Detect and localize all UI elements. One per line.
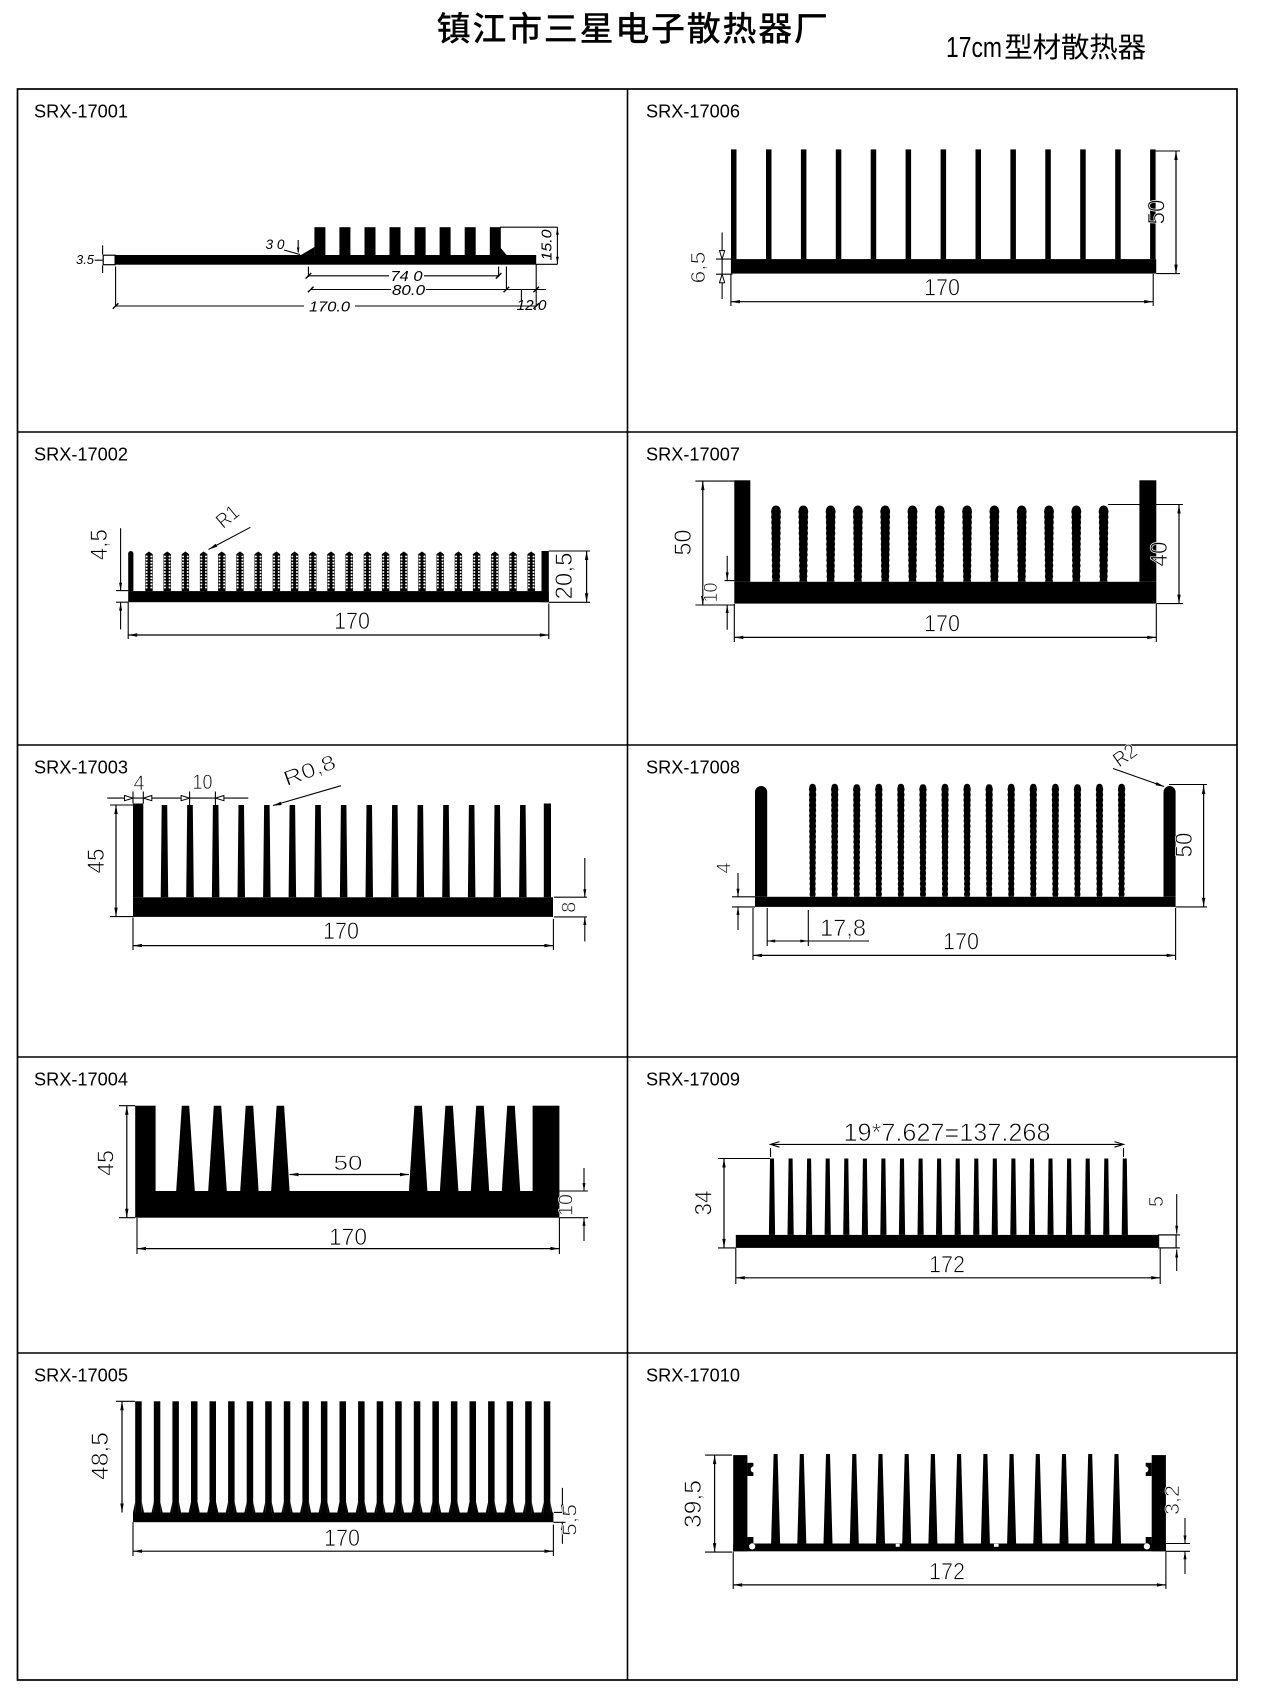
svg-text:170: 170 (334, 608, 370, 635)
svg-text:5,5: 5,5 (560, 1504, 582, 1536)
svg-text:8: 8 (559, 902, 581, 913)
svg-text:3 0: 3 0 (266, 236, 285, 252)
svg-text:17cm: 17cm (946, 32, 1002, 64)
svg-text:17,8: 17,8 (820, 915, 866, 942)
svg-text:SRX-17008: SRX-17008 (646, 756, 740, 777)
svg-text:SRX-17004: SRX-17004 (34, 1068, 128, 1089)
svg-text:6,5: 6,5 (688, 252, 710, 284)
svg-text:40: 40 (1146, 542, 1173, 567)
svg-text:50: 50 (1171, 833, 1198, 858)
svg-text:45: 45 (83, 849, 110, 874)
svg-text:170: 170 (924, 611, 960, 638)
svg-text:170: 170 (943, 929, 979, 956)
svg-text:4: 4 (714, 863, 736, 874)
svg-text:10: 10 (193, 771, 213, 794)
svg-text:45: 45 (93, 1150, 119, 1176)
svg-text:48,5: 48,5 (87, 1432, 114, 1480)
svg-text:50: 50 (670, 530, 697, 556)
svg-text:50: 50 (334, 1152, 363, 1175)
svg-text:SRX-17001: SRX-17001 (34, 100, 128, 121)
svg-text:SRX-17003: SRX-17003 (34, 756, 128, 777)
svg-text:170: 170 (324, 1525, 360, 1552)
svg-text:4,5: 4,5 (86, 529, 113, 560)
svg-text:SRX-17009: SRX-17009 (646, 1068, 740, 1089)
svg-text:172: 172 (929, 1559, 965, 1586)
svg-text:170: 170 (323, 918, 359, 945)
svg-text:172: 172 (929, 1252, 965, 1279)
svg-text:170: 170 (924, 275, 960, 302)
svg-text:4: 4 (134, 772, 145, 795)
svg-text:170: 170 (329, 1224, 367, 1251)
svg-text:50: 50 (1144, 200, 1171, 225)
svg-text:3.5: 3.5 (76, 252, 95, 267)
svg-text:SRX-17006: SRX-17006 (646, 100, 740, 121)
svg-text:SRX-17005: SRX-17005 (34, 1364, 128, 1385)
svg-text:15.0: 15.0 (539, 229, 556, 261)
svg-text:SRX-17010: SRX-17010 (646, 1364, 740, 1385)
svg-text:10: 10 (556, 1194, 578, 1216)
svg-text:20,5: 20,5 (551, 553, 578, 600)
svg-text:SRX-17002: SRX-17002 (34, 443, 128, 464)
svg-text:5: 5 (1146, 1196, 1168, 1207)
svg-text:34: 34 (691, 1191, 718, 1216)
svg-text:39,5: 39,5 (680, 1480, 707, 1528)
svg-text:170.0: 170.0 (309, 299, 351, 316)
svg-text:80.0: 80.0 (392, 282, 426, 299)
svg-text:19*7.627=137.268: 19*7.627=137.268 (844, 1119, 1051, 1147)
svg-text:SRX-17007: SRX-17007 (646, 443, 740, 464)
svg-text:3,2: 3,2 (1162, 1485, 1184, 1515)
svg-text:74 0: 74 0 (391, 268, 424, 285)
svg-text:10: 10 (701, 583, 722, 603)
